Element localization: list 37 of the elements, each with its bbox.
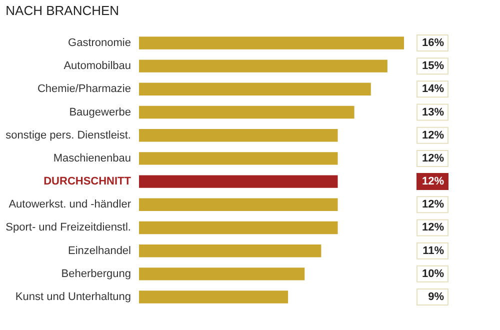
y-tick-label: sonstige pers. Dienstleist. <box>6 129 131 142</box>
bar <box>139 268 305 280</box>
y-tick-label: Sport- und Freizeitdienstl. <box>6 222 131 234</box>
bar <box>139 175 338 188</box>
data-label: 10% <box>422 268 444 280</box>
y-tick-label: Beherbergung <box>61 268 131 280</box>
y-tick-label: DURCHSCHNITT <box>44 176 132 188</box>
bar <box>139 129 338 142</box>
data-label: 12% <box>422 129 444 142</box>
y-tick-label: Automobilbau <box>64 60 131 72</box>
chart-title: NACH BRANCHEN <box>6 3 120 18</box>
bar <box>139 60 388 72</box>
data-label: 11% <box>422 244 444 257</box>
bar <box>139 36 404 50</box>
data-label: 12% <box>422 198 444 211</box>
data-label: 12% <box>422 152 444 164</box>
y-tick-label: Gastronomie <box>68 36 131 49</box>
y-tick-label: Baugewerbe <box>69 106 131 118</box>
bar <box>139 152 338 165</box>
y-tick-label: Maschienenbau <box>53 152 131 164</box>
data-label: 12% <box>422 176 444 188</box>
data-label: 9% <box>428 291 444 304</box>
bar <box>139 106 354 119</box>
bar <box>139 290 288 304</box>
y-tick-label: Kunst und Unterhaltung <box>15 291 131 304</box>
data-label: 12% <box>422 222 444 234</box>
data-label: 13% <box>422 106 444 118</box>
bar <box>139 198 338 211</box>
y-tick-label: Einzelhandel <box>68 244 131 257</box>
data-label: 14% <box>422 83 444 96</box>
bar <box>139 221 338 234</box>
data-label: 15% <box>422 60 444 72</box>
y-tick-label: Autowerkst. und -händler <box>8 198 132 211</box>
bar <box>139 244 322 258</box>
data-label: 16% <box>422 36 444 49</box>
y-tick-label: Chemie/Pharmazie <box>37 83 131 96</box>
bar <box>139 82 371 96</box>
